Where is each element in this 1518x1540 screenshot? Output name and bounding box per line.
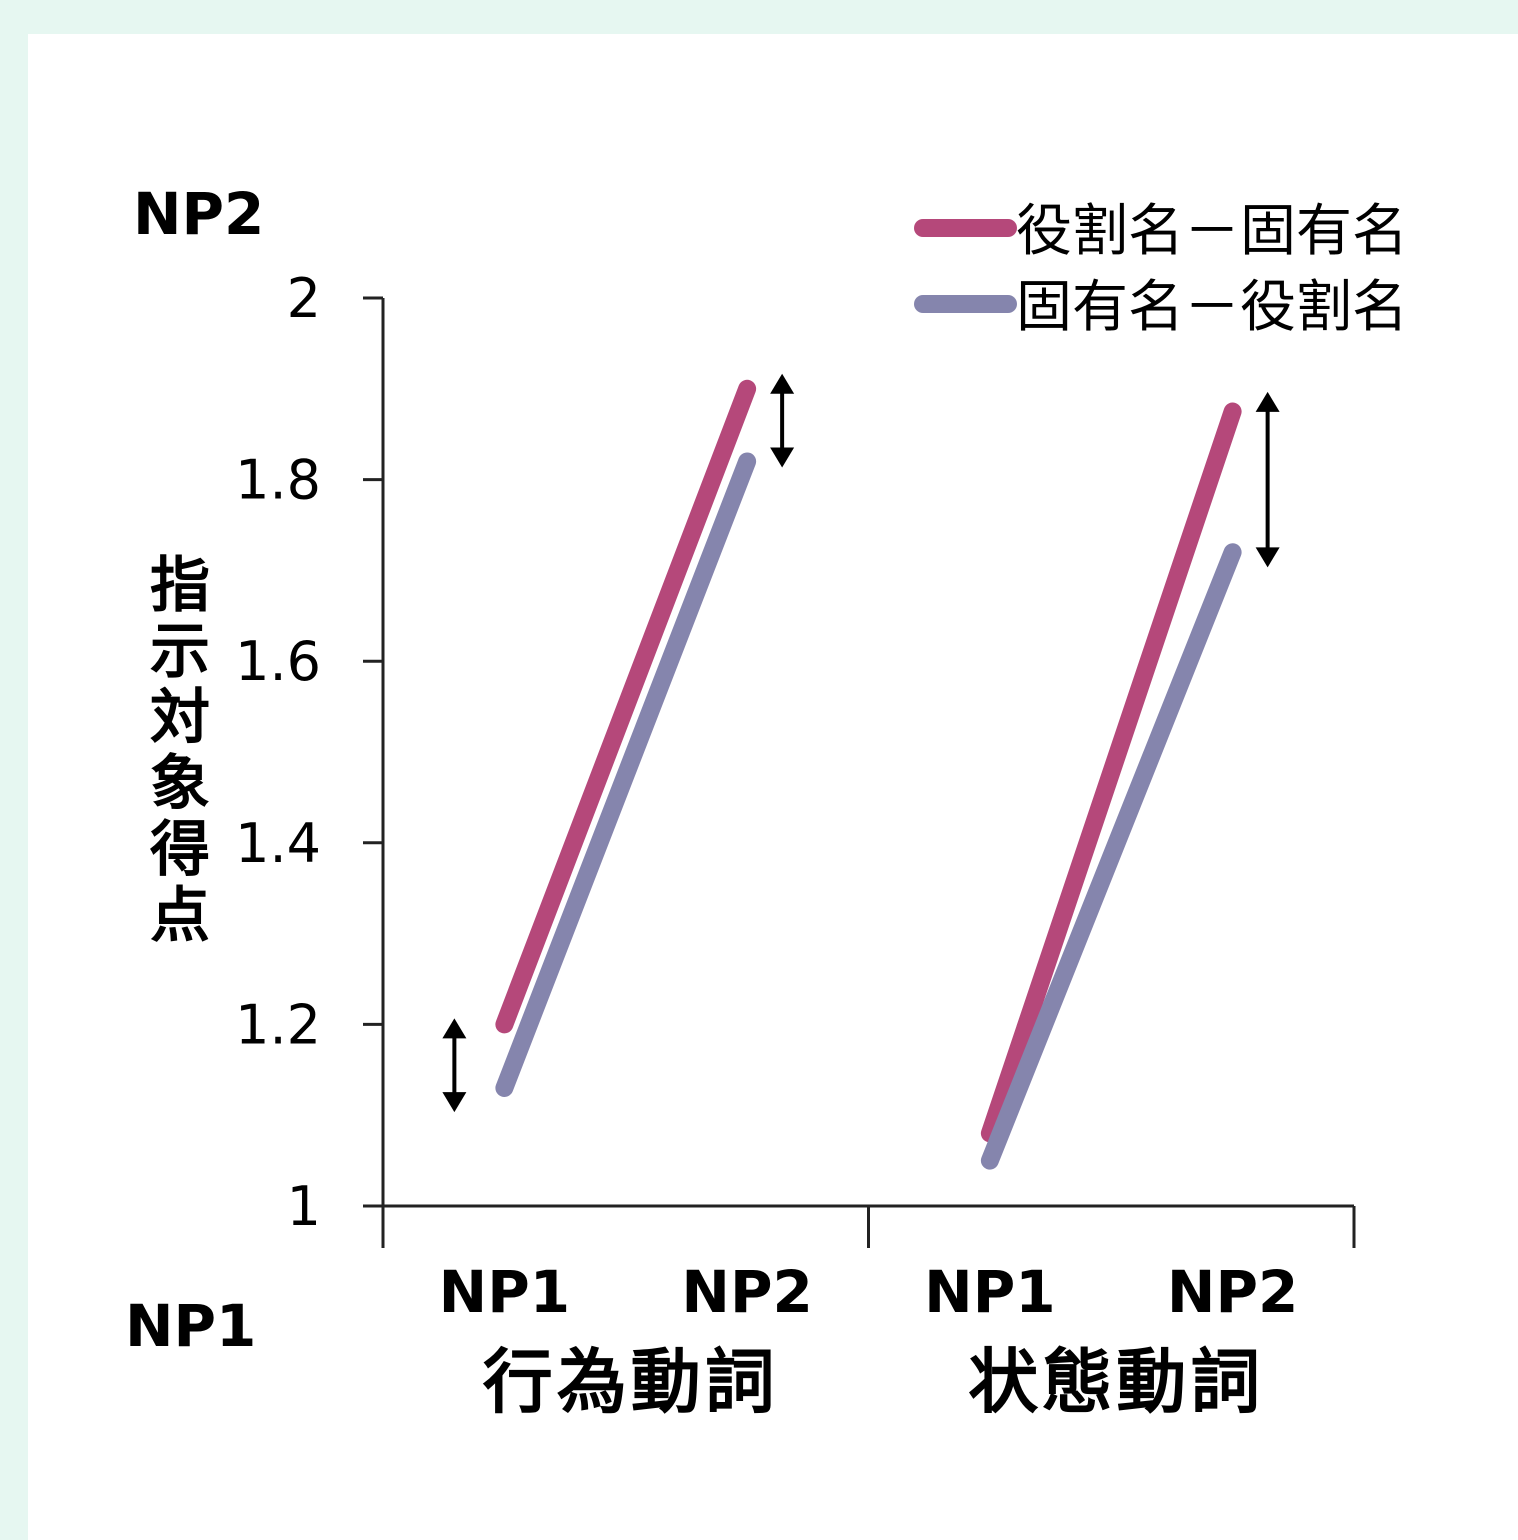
x-category-label: NP1 [924,1258,1055,1326]
series-line [495,452,757,1097]
double-arrow [1255,391,1280,568]
x-group-label: 状態動詞 [968,1341,1264,1423]
series-line [495,379,757,1034]
y-tick-label: 1.2 [235,993,321,1056]
double-arrow [442,1018,467,1113]
chart-svg: NP2 NP1 1 1.2 1.4 1.6 1.8 2 NP1 NP2 行為動詞 NP1 NP2 状態… [125,180,1408,1423]
y-tick-label: 1.8 [235,449,321,512]
series-lines [495,379,1242,1170]
chart-card: NP2 NP1 1 1.2 1.4 1.6 1.8 2 NP1 NP2 行為動詞 NP1 NP2 状態… [28,34,1518,1540]
y-top-label: NP2 [133,180,264,248]
x-category-label: NP2 [681,1258,812,1326]
legend-entry: 役割名－固有名 [914,199,1408,264]
series-line [980,402,1242,1143]
legend-label: 固有名－役割名 [1016,275,1408,340]
difference-arrows [442,373,1280,1113]
y-tick-label: 1 [287,1175,321,1238]
double-arrow [770,373,795,468]
y-tick-label: 1.4 [235,812,321,875]
x-category-label: NP2 [1167,1258,1298,1326]
y-tick-label: 2 [287,267,321,330]
legend-label: 役割名－固有名 [1016,199,1408,264]
y-tick-label: 1.6 [235,630,321,693]
y-axis-label: 指示対象得点 [150,551,210,951]
x-group-label: 行為動詞 [483,1341,779,1423]
axes [363,296,1356,1248]
legend-entry: 固有名－役割名 [914,275,1408,340]
y-bottom-label: NP1 [125,1292,256,1360]
chart-labels: NP2 NP1 1 1.2 1.4 1.6 1.8 2 NP1 NP2 行為動詞 NP1 NP2 状態… [125,180,1298,1423]
series-line [980,543,1242,1170]
x-category-label: NP1 [439,1258,570,1326]
